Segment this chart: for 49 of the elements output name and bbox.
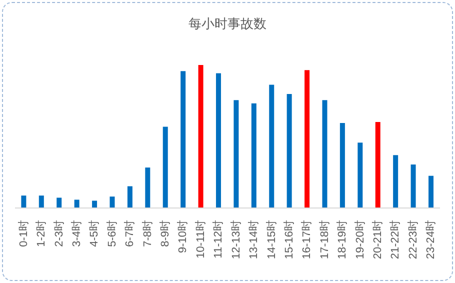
chart-title: 每小时事故数 — [188, 15, 268, 33]
bar — [393, 155, 398, 208]
bar — [180, 71, 186, 208]
bar — [38, 196, 44, 208]
bar — [251, 103, 256, 208]
x-tick-label: 13-14时 — [247, 220, 260, 260]
bar — [145, 168, 150, 208]
bar — [340, 123, 345, 208]
x-tick-label: 6-7时 — [123, 220, 136, 247]
x-tick-label: 11-12时 — [212, 220, 225, 258]
bar — [234, 100, 239, 208]
x-tick-label: 12-13时 — [229, 220, 242, 260]
bar — [269, 84, 274, 208]
x-tick-label: 7-8时 — [140, 220, 154, 247]
bar — [92, 200, 98, 208]
bar — [162, 126, 168, 208]
x-tick-label: 14-15时 — [264, 220, 278, 260]
x-tick-label: 5-6时 — [105, 220, 118, 247]
x-tick-label: 17-18时 — [318, 220, 331, 260]
x-tick-label: 0-1时 — [16, 220, 30, 247]
x-tick-label: 4-5时 — [88, 220, 101, 247]
x-tick-label: 3-4时 — [70, 220, 83, 247]
bar — [110, 196, 115, 208]
x-tick-label: 1-2时 — [34, 220, 48, 247]
x-tick-label: 23-24时 — [424, 220, 438, 260]
bar — [375, 122, 380, 208]
x-tick-label: 18-19时 — [336, 220, 349, 260]
x-tick-label: 9-10时 — [176, 220, 190, 254]
bar — [198, 65, 204, 208]
bar — [428, 176, 434, 208]
bar — [127, 186, 132, 208]
x-tick-label: 2-3时 — [52, 220, 66, 247]
x-tick-label: 20-21时 — [371, 220, 384, 260]
bar — [304, 70, 310, 208]
bar — [410, 164, 416, 208]
bar — [74, 200, 80, 208]
bar — [286, 94, 292, 208]
x-tick-label: 8-9时 — [158, 220, 172, 247]
x-tick-label: 10-11时 — [194, 220, 207, 258]
x-tick-label: 15-16时 — [282, 220, 296, 260]
x-tick-label: 16-17时 — [300, 220, 314, 260]
x-tick-label: 19-20时 — [353, 220, 366, 260]
x-tick-label: 22-23时 — [406, 220, 420, 260]
bar — [358, 142, 363, 208]
bar — [216, 73, 221, 208]
bar — [322, 100, 328, 208]
bar — [56, 198, 62, 208]
x-tick-label: 21-22时 — [388, 220, 402, 260]
bar — [21, 196, 26, 208]
